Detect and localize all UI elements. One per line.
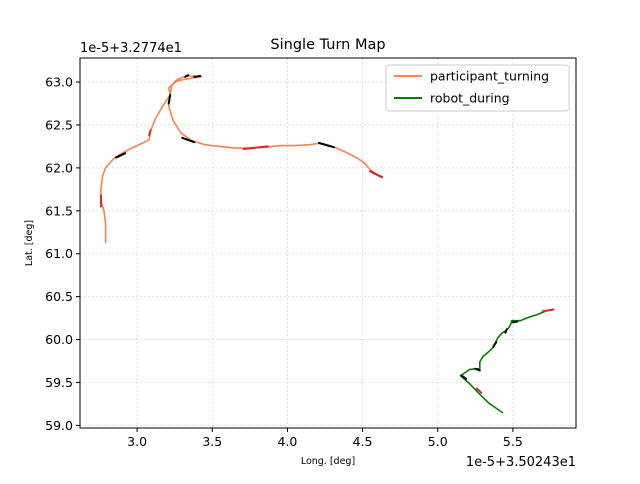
x-tick-label: 3.0 [127, 434, 147, 449]
y-tick-label: 62.0 [45, 160, 73, 175]
black-segment-marker [474, 367, 481, 372]
x-tick-label: 5.5 [503, 434, 523, 449]
black-segment-marker [460, 374, 468, 381]
x-tick-label: 4.0 [277, 434, 297, 449]
x-offset-label: 1e-5+3.50243e1 [466, 455, 576, 470]
y-tick-label: 60.0 [45, 332, 73, 347]
black-segment-marker [115, 152, 127, 159]
chart-title: Single Turn Map [270, 37, 385, 53]
black-segment-marker [193, 75, 202, 78]
y-offset-label: 1e-5+3.2774e1 [80, 41, 182, 56]
black-segment-marker [181, 136, 196, 144]
y-tick-label: 61.5 [45, 203, 73, 218]
y-tick-label: 61.0 [45, 246, 73, 261]
legend-box [385, 64, 570, 112]
axes-frame [79, 57, 577, 429]
black-segment-marker [511, 320, 519, 324]
y-tick-label: 59.0 [45, 418, 73, 433]
legend: participant_turning robot_during [385, 64, 570, 112]
red-segment-marker [148, 129, 152, 137]
black-segment-marker [492, 341, 498, 348]
x-tick-label: 4.5 [353, 434, 373, 449]
x-tick-label: 5.0 [428, 434, 448, 449]
y-tick-label: 59.5 [45, 375, 73, 390]
x-axis-label: Long. [deg] [301, 456, 355, 467]
black-segment-marker [184, 74, 190, 78]
red-segment-marker [475, 387, 483, 394]
black-segment-marker [504, 328, 508, 334]
y-tick-label: 60.5 [45, 289, 73, 304]
legend-label-robot: robot_during [430, 91, 510, 106]
x-tick-label: 3.5 [202, 434, 222, 449]
y-tick-label: 63.0 [45, 75, 73, 90]
legend-label-participant: participant_turning [430, 69, 549, 84]
red-segment-marker [242, 145, 269, 150]
y-axis-label: Lat. [deg] [24, 220, 35, 266]
black-segment-marker [167, 93, 172, 105]
grid-layer [80, 58, 576, 428]
red-segment-marker [369, 170, 384, 179]
red-segment-marker [541, 308, 555, 313]
data-layer [100, 74, 555, 414]
tick-layer: 3.0 3.5 4.0 4.5 5.0 5.5 59.0 59.5 60.0 60.5 61.0 61… [45, 75, 523, 449]
black-segment-marker [317, 141, 336, 149]
y-tick-label: 62.5 [45, 117, 73, 132]
